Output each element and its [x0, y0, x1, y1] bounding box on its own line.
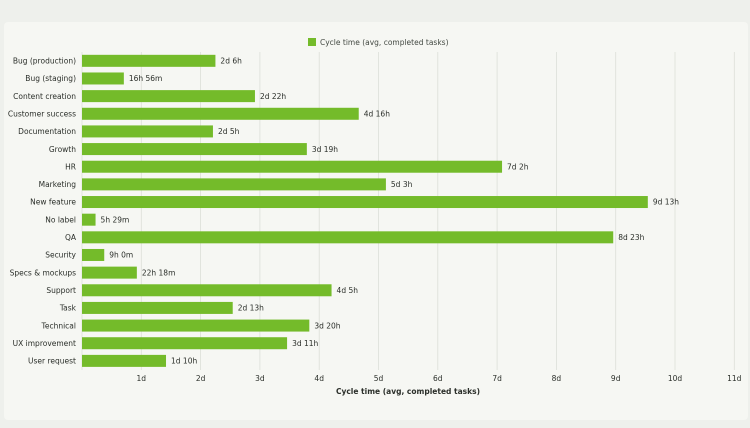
category-label: Growth	[49, 145, 76, 154]
category-label: Marketing	[39, 180, 77, 189]
bar[interactable]	[82, 266, 137, 279]
chart-card	[4, 22, 748, 420]
category-label: Support	[46, 286, 76, 295]
category-label: Content creation	[13, 92, 76, 101]
grid-lines	[81, 52, 735, 370]
bar[interactable]	[82, 143, 307, 156]
bar-value-label: 9h 0m	[109, 251, 133, 260]
bar-value-label: 2d 5h	[218, 127, 240, 136]
bar[interactable]	[82, 284, 332, 297]
x-tick-label: 7d	[492, 374, 502, 383]
bar[interactable]	[82, 213, 96, 226]
x-tick-label: 1d	[137, 374, 147, 383]
bar[interactable]	[82, 354, 167, 367]
category-label: UX improvement	[13, 339, 76, 348]
bar[interactable]	[82, 54, 216, 67]
bar-value-label: 2d 13h	[238, 304, 264, 313]
category-label: Task	[59, 304, 77, 313]
category-label: New feature	[30, 198, 76, 207]
category-labels: Bug (production) Bug (staging) Content cre…	[8, 57, 77, 366]
bar[interactable]	[82, 160, 503, 173]
bar[interactable]	[82, 72, 124, 85]
legend[interactable]: Cycle time (avg, completed tasks)	[308, 38, 449, 47]
category-label: HR	[65, 162, 76, 171]
bar-value-label: 1d 10h	[171, 357, 197, 366]
category-label: Bug (production)	[13, 57, 76, 66]
bar[interactable]	[82, 90, 255, 103]
bar[interactable]	[82, 301, 233, 314]
bar-value-label: 3d 20h	[314, 321, 340, 330]
bar-value-label: 16h 56m	[129, 74, 163, 83]
category-label: Documentation	[18, 127, 76, 136]
x-tick-label: 4d	[314, 374, 324, 383]
bar-value-label: 4d 16h	[364, 109, 390, 118]
bar-value-label: 2d 22h	[260, 92, 286, 101]
x-tick-label: 2d	[196, 374, 206, 383]
bar-value-label: 3d 11h	[292, 339, 318, 348]
category-label: No label	[45, 215, 76, 224]
category-label: Security	[45, 251, 76, 260]
bar-value-label: 5d 3h	[391, 180, 413, 189]
bar[interactable]	[82, 337, 288, 350]
x-tick-labels: 1d 2d 3d 4d 5d 6d 7d 8d 9d 10d 11d	[137, 374, 742, 383]
bar-value-label: 4d 5h	[337, 286, 359, 295]
bar[interactable]	[82, 178, 386, 191]
category-label: Customer success	[8, 109, 76, 118]
x-axis-title: Cycle time (avg, completed tasks)	[336, 387, 480, 396]
category-label: Specs & mockups	[10, 268, 76, 277]
legend-label: Cycle time (avg, completed tasks)	[320, 38, 449, 47]
category-label: User request	[28, 357, 76, 366]
x-tick-label: 10d	[668, 374, 683, 383]
x-tick-label: 6d	[433, 374, 443, 383]
bar[interactable]	[82, 231, 614, 244]
x-tick-label: 8d	[552, 374, 562, 383]
x-tick-label: 9d	[611, 374, 621, 383]
bar-value-label: 3d 19h	[312, 145, 338, 154]
bars: 2d 6h 16h 56m 2d 22h 4d 16h 2d 5h 3d 19h 7d 2h…	[82, 54, 679, 367]
bar-value-label: 22h 18m	[142, 268, 176, 277]
category-label: Technical	[41, 321, 76, 330]
x-tick-label: 11d	[727, 374, 742, 383]
bar-value-label: 2d 6h	[220, 57, 242, 66]
bar[interactable]	[82, 125, 213, 138]
bar[interactable]	[82, 248, 105, 261]
x-tick-label: 5d	[374, 374, 384, 383]
bar-value-label: 7d 2h	[507, 162, 529, 171]
category-label: Bug (staging)	[25, 74, 76, 83]
bar-value-label: 9d 13h	[653, 198, 679, 207]
bar[interactable]	[82, 319, 310, 332]
legend-swatch	[308, 38, 316, 46]
x-tick-label: 3d	[255, 374, 265, 383]
category-label: QA	[65, 233, 77, 242]
bar[interactable]	[82, 196, 648, 209]
bar[interactable]	[82, 107, 359, 120]
bar-value-label: 5h 29m	[101, 215, 130, 224]
bar-value-label: 8d 23h	[618, 233, 644, 242]
